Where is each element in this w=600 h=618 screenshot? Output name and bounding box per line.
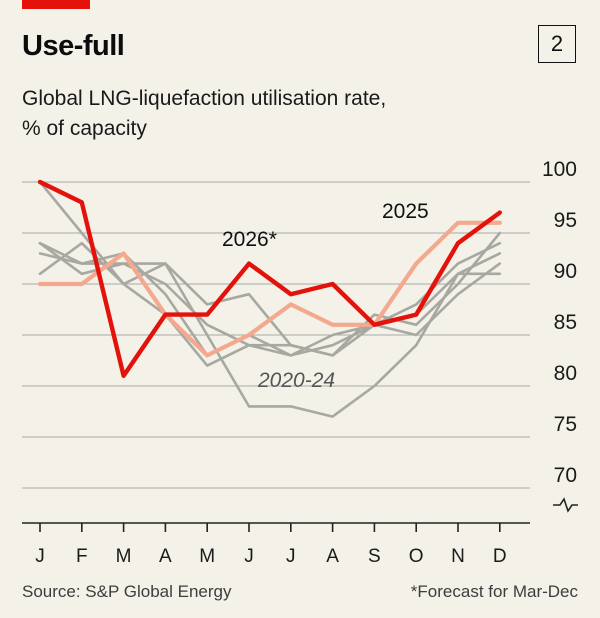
chart-number-badge: 2 (538, 25, 576, 63)
subtitle-line-1: Global LNG-liquefaction utilisation rate… (22, 87, 387, 110)
x-tick-label: J (35, 546, 45, 567)
series-line-2025 (37, 220, 502, 358)
axis-break-icon (553, 497, 578, 513)
x-tick-label: M (116, 546, 132, 567)
y-axis-ticks: 100 95 90 85 80 75 70 (542, 158, 578, 513)
y-tick-label: 100 (542, 158, 577, 181)
y-tick-label: 75 (554, 413, 577, 436)
x-tick-label: N (451, 546, 465, 567)
source-note: Source: S&P Global Energy (22, 582, 232, 601)
series-line-history-1 (38, 241, 502, 418)
chart-subtitle: Global LNG-liquefaction utilisation rate… (22, 84, 542, 144)
subtitle-line-2: % of capacity (22, 117, 147, 140)
annotation-2026: 2026* (222, 228, 277, 251)
y-tick-label: 95 (554, 209, 577, 232)
gridlines (22, 181, 530, 489)
x-tick-label: O (409, 546, 424, 567)
x-tick-label: M (199, 546, 215, 567)
x-tick-label: A (159, 546, 172, 567)
x-tick-label: A (326, 546, 339, 567)
series-line-history-5 (38, 241, 502, 357)
brand-accent-bar (22, 0, 90, 9)
y-tick-label: 70 (554, 464, 577, 487)
x-tick-label: J (286, 546, 296, 567)
y-tick-label: 85 (554, 311, 577, 334)
highlight-series-group (37, 179, 502, 378)
x-tick-label: J (244, 546, 254, 567)
x-tick-label: S (368, 546, 381, 567)
series-line-history-3 (38, 180, 502, 367)
y-tick-label: 80 (554, 362, 577, 385)
x-tick-label: D (493, 546, 507, 567)
series-line-2026 (37, 179, 502, 378)
annotation-2025: 2025 (382, 200, 429, 223)
series-annotations: 2026* 2025 2020-24 (222, 200, 429, 392)
y-tick-label: 90 (554, 260, 577, 283)
chart-title: Use-full (22, 30, 125, 62)
annotation-2020-24: 2020-24 (257, 369, 335, 392)
forecast-note: *Forecast for Mar-Dec (410, 582, 578, 601)
x-tick-label: F (76, 546, 88, 567)
